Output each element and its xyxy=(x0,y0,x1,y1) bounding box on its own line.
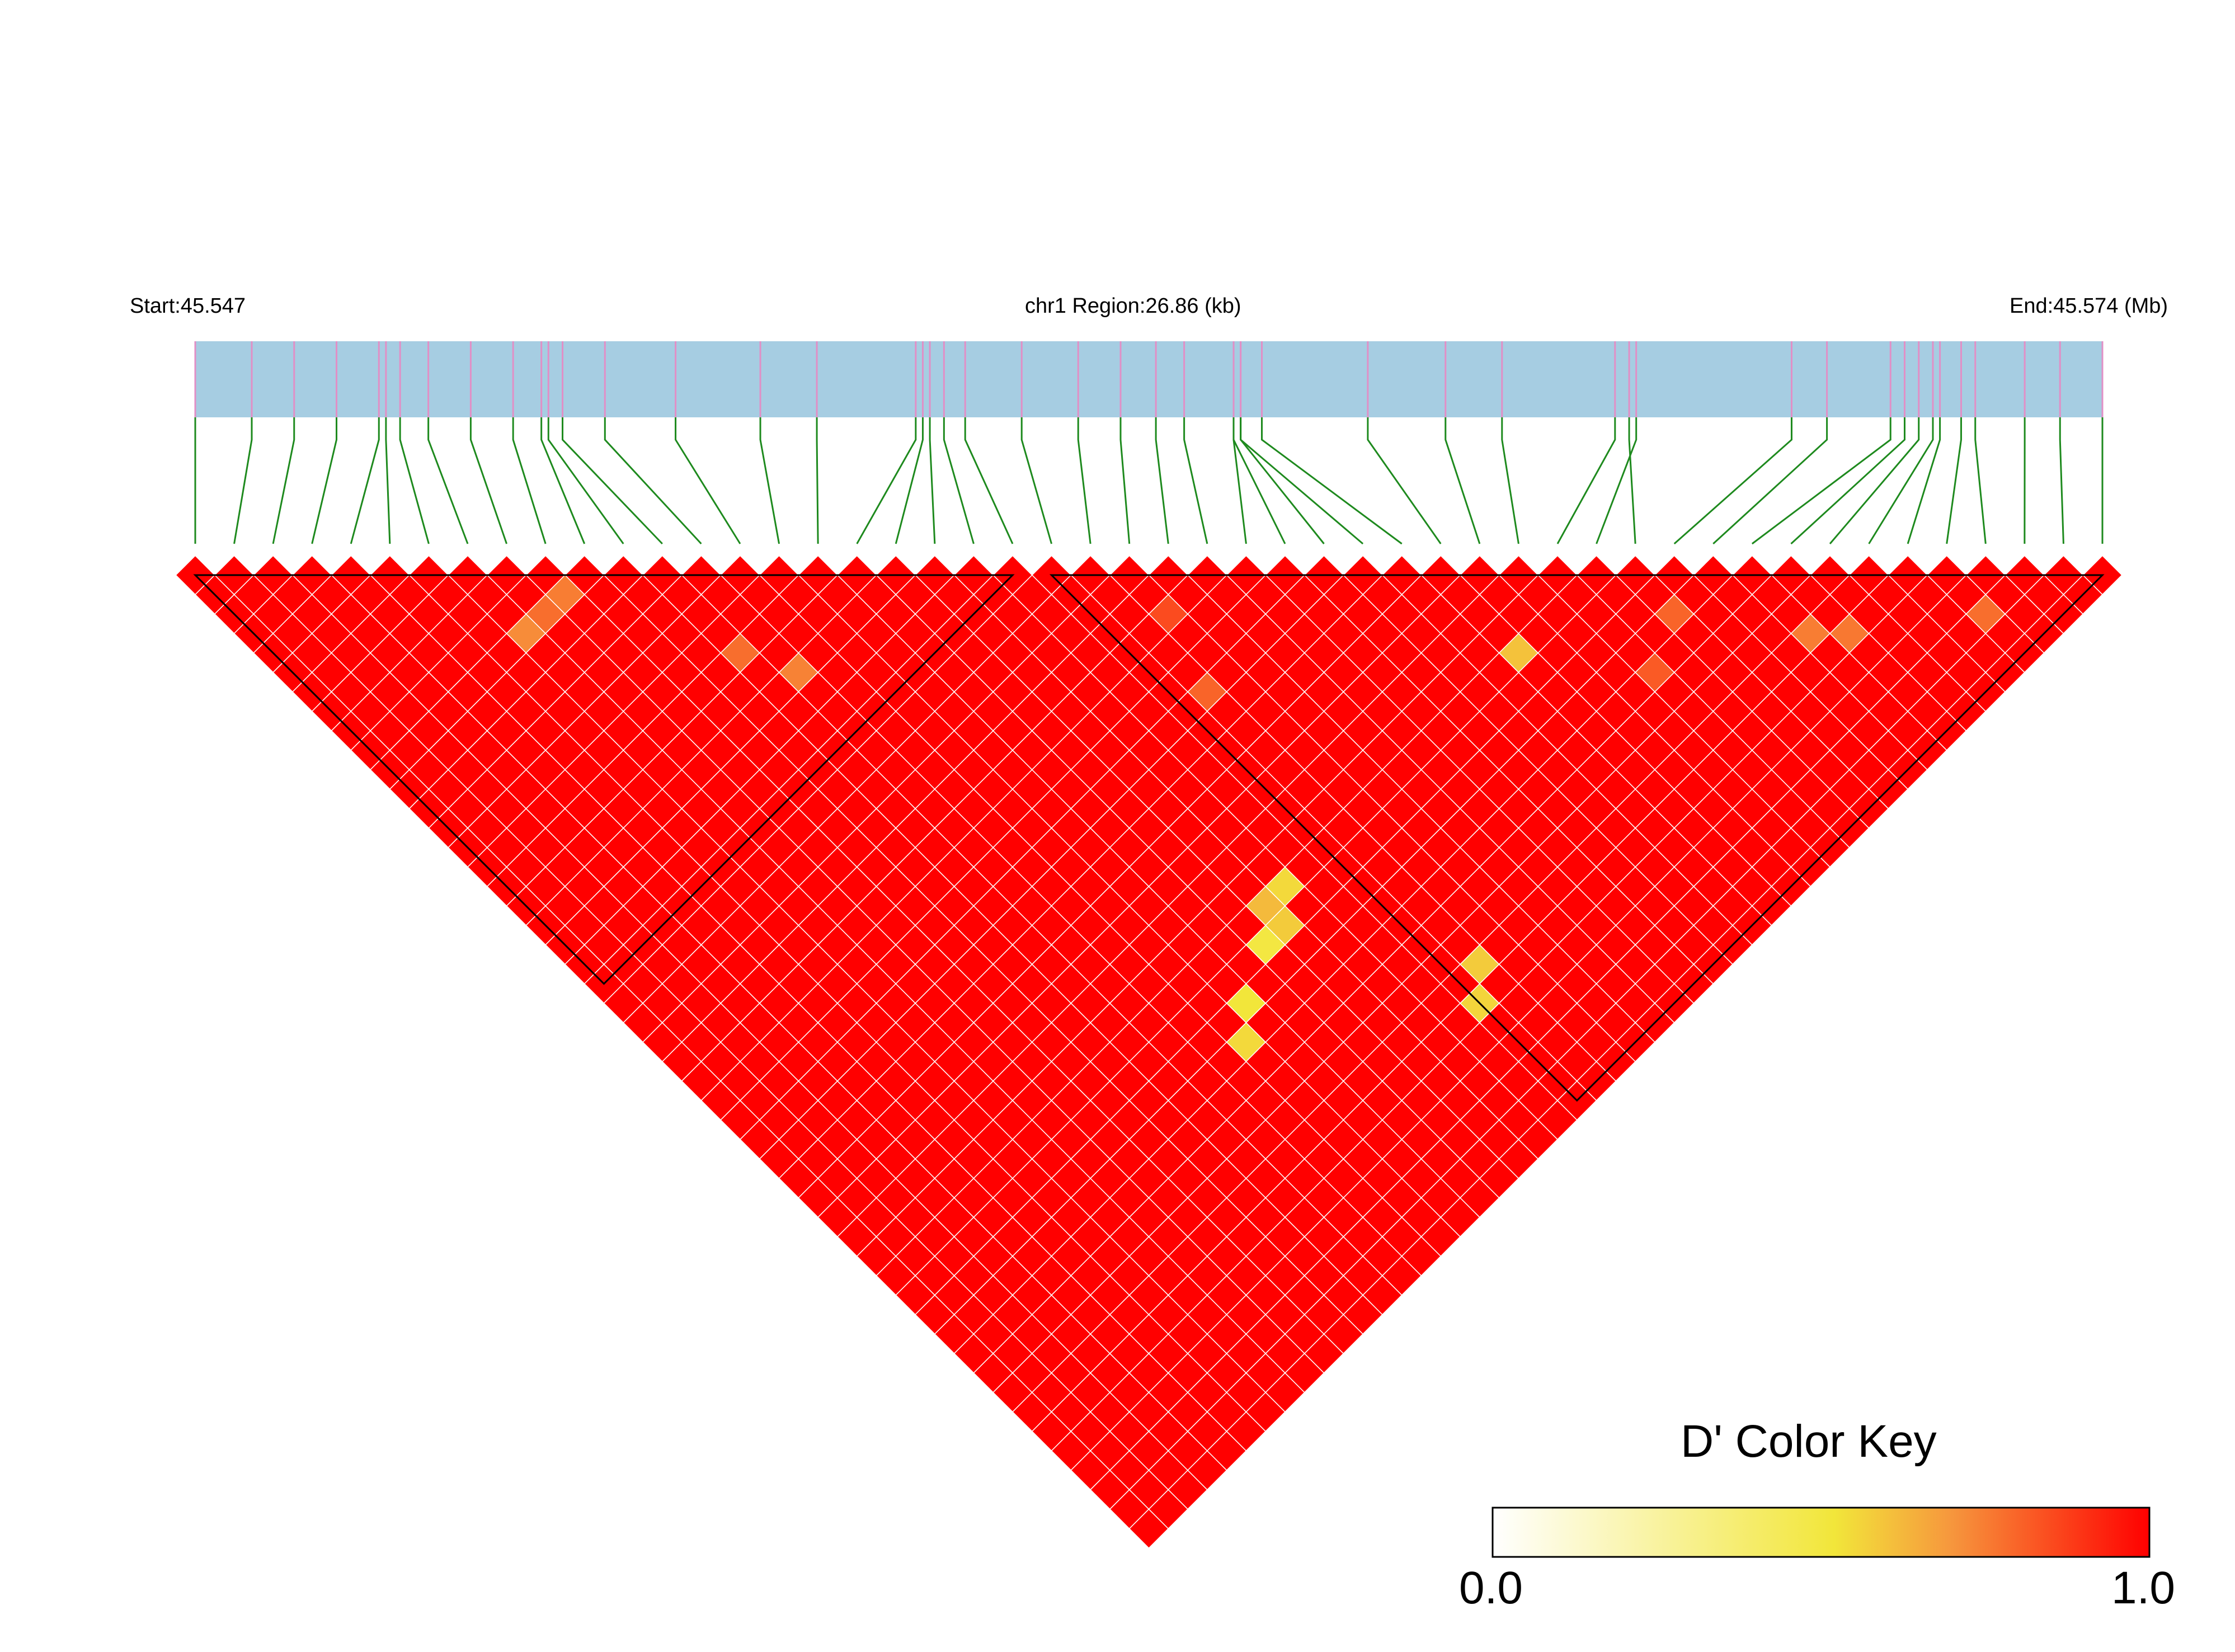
snp-ticks xyxy=(194,341,2104,417)
snp-connector-line xyxy=(1119,417,1131,544)
snp-connector-line xyxy=(547,417,624,544)
color-key-min-label: 0.0 xyxy=(1459,1562,1523,1613)
snp-connector-line xyxy=(233,417,253,544)
snp-connector-line xyxy=(943,417,975,544)
snp-connector-line xyxy=(1367,417,1442,544)
snp-connector-line xyxy=(350,417,380,544)
snp-connector-line xyxy=(1232,417,1286,544)
snp-connector-line xyxy=(272,417,295,544)
snp-connector-line xyxy=(562,417,663,545)
snp-connector-line xyxy=(1974,417,1987,544)
snp-connector-line xyxy=(1444,417,1481,544)
snp-connector-line xyxy=(2059,417,2064,544)
snp-connector-line xyxy=(1751,417,1891,545)
snp-connector-line xyxy=(1829,417,1920,544)
snp-connector-line xyxy=(1155,417,1169,544)
snp-connector-line xyxy=(512,417,547,544)
snp-connector-line xyxy=(895,417,924,544)
snp-connector-line xyxy=(1712,417,1828,545)
snp-connector-line xyxy=(759,417,780,544)
haplotype-block-outline xyxy=(193,574,1015,985)
snp-connector-line xyxy=(385,417,391,544)
snp-connector-line xyxy=(1183,417,1208,544)
snp-connector-line xyxy=(856,417,917,544)
haplotype-blocks xyxy=(193,574,2105,1102)
snp-connector-line xyxy=(1790,417,1905,545)
haplotype-block-outline xyxy=(1049,574,2105,1102)
snp-connector-line xyxy=(540,417,586,544)
snp-connector-line xyxy=(816,417,819,544)
color-key-title: D' Color Key xyxy=(1681,1416,1937,1467)
region-end-label: End:45.574 (Mb) xyxy=(2010,294,2168,318)
snp-connector-line xyxy=(1501,417,1519,544)
snp-connector-line xyxy=(1673,417,1792,545)
region-size-label: chr1 Region:26.86 (kb) xyxy=(1025,294,1241,318)
snp-connector-line xyxy=(1596,417,1638,544)
snp-connector-line xyxy=(675,417,741,544)
snp-connector-lines xyxy=(194,417,2104,545)
snp-connector-line xyxy=(1240,417,1364,545)
snp-connector-line xyxy=(1628,417,1636,544)
snp-connector-line xyxy=(427,417,469,544)
snp-connector-line xyxy=(469,417,507,544)
snp-connector-line xyxy=(929,417,936,544)
chromosome-track xyxy=(195,341,2102,417)
snp-connector-line xyxy=(399,417,430,544)
snp-connector-line xyxy=(1907,417,1941,544)
snp-connector-line xyxy=(311,417,338,544)
snp-connector-line xyxy=(1261,417,1403,545)
snp-connector-line xyxy=(964,417,1014,544)
color-key-bar xyxy=(1491,1507,2151,1558)
snp-connector-line xyxy=(604,417,702,545)
color-key-max-label: 1.0 xyxy=(2111,1562,2175,1613)
snp-connector-line xyxy=(1556,417,1616,544)
region-start-label: Start:45.547 xyxy=(130,294,246,318)
snp-connector-line xyxy=(1020,417,1053,544)
snp-connector-line xyxy=(1077,417,1091,544)
ld-cells xyxy=(194,574,2104,1549)
snp-connector-line xyxy=(1946,417,1962,544)
snp-connector-line xyxy=(1868,417,1934,544)
